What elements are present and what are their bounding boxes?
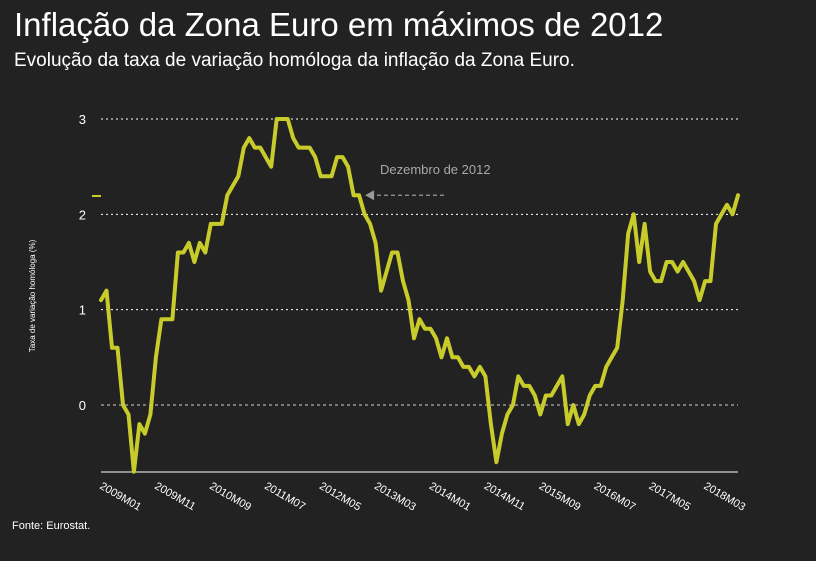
y-tick-label: 0 (79, 398, 86, 413)
x-tick-label: 2010M09 (207, 480, 253, 513)
x-tick-label: 2009M11 (152, 480, 197, 513)
x-tick-label: 2009M01 (98, 480, 144, 513)
series-line (99, 117, 740, 474)
chart-title: Inflação da Zona Euro em máximos de 2012 (14, 6, 664, 43)
annotation-label: Dezembro de 2012 (380, 162, 491, 177)
chart-subtitle: Evolução da taxa de variação homóloga da… (14, 50, 575, 71)
y-tick-label: 1 (79, 303, 86, 318)
y-tick-label: 2 (79, 207, 86, 222)
x-tick-label: 2015M09 (537, 480, 583, 513)
y-tick-labels: 0 1 2 3 (79, 112, 86, 413)
source-note: Fonte: Eurostat. (12, 520, 91, 532)
x-tick-label: 2013M03 (372, 480, 418, 513)
y-axis-label: Taxa de variação homóloga (%) (28, 239, 37, 352)
y-tick-label: 3 (79, 112, 86, 127)
x-tick-label: 2016M07 (592, 480, 638, 513)
x-tick-label: 2014M11 (482, 480, 527, 513)
annotation-arrow-head (365, 190, 375, 201)
x-tick-label: 2017M05 (647, 480, 693, 513)
x-tick-label: 2012M05 (317, 480, 363, 513)
x-tick-label: 2018M03 (702, 480, 748, 513)
annotation: Dezembro de 2012 (92, 162, 491, 201)
x-tick-labels: 2009M01 2009M11 2010M09 2011M07 2012M05 2013M… (98, 480, 748, 513)
x-tick-label: 2014M01 (427, 480, 473, 513)
x-tick-label: 2011M07 (262, 480, 307, 513)
